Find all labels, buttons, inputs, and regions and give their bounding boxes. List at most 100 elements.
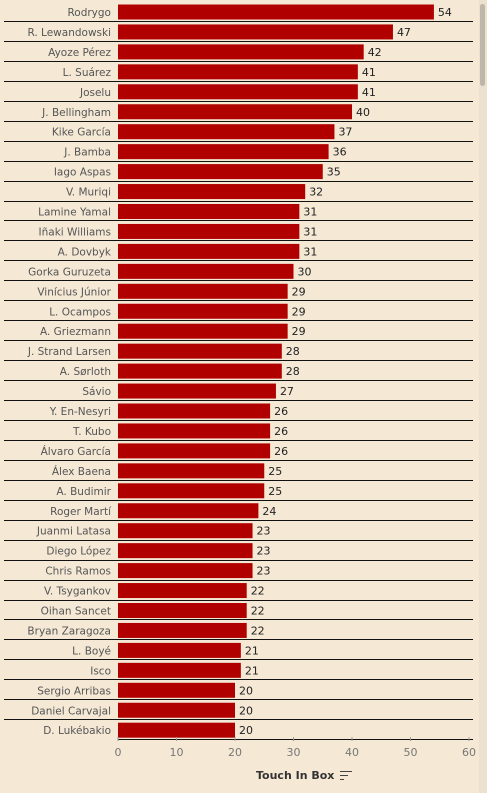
- x-tick-label: 10: [170, 746, 184, 759]
- bar: [118, 463, 265, 479]
- data-label: 47: [397, 26, 411, 39]
- data-label: 27: [280, 385, 294, 398]
- x-tick-label: 50: [404, 746, 418, 759]
- bar: [118, 24, 393, 40]
- category-label: V. Muriqi: [66, 187, 111, 199]
- data-label: 29: [292, 305, 306, 318]
- bar: [118, 303, 288, 319]
- category-label: A. Budimir: [56, 486, 111, 498]
- data-label: 22: [251, 624, 265, 637]
- bar: [118, 722, 235, 738]
- category-label: Chris Ramos: [45, 566, 111, 578]
- data-label: 21: [245, 664, 259, 677]
- data-label: 35: [327, 166, 341, 179]
- sort-descending-icon[interactable]: [340, 770, 353, 781]
- bar: [118, 44, 364, 60]
- bar: [118, 144, 329, 160]
- category-label: Daniel Carvajal: [31, 705, 111, 717]
- data-label: 23: [257, 525, 271, 538]
- data-label: 22: [251, 605, 265, 618]
- x-axis-title[interactable]: Touch In Box: [256, 769, 353, 782]
- data-label: 23: [257, 565, 271, 578]
- bar: [118, 543, 253, 559]
- bar: [118, 283, 288, 299]
- bar: [118, 443, 271, 459]
- data-label: 28: [286, 345, 300, 358]
- bar: [118, 104, 352, 120]
- data-label: 41: [362, 66, 376, 79]
- bar: [118, 4, 434, 20]
- category-label: Roger Martí: [50, 506, 112, 518]
- category-label: A. Griezmann: [40, 326, 111, 338]
- data-label: 25: [268, 465, 282, 478]
- bar: [118, 323, 288, 339]
- category-label: R. Lewandowski: [27, 27, 111, 39]
- category-label: Lamine Yamal: [38, 207, 111, 219]
- bar: [118, 423, 271, 439]
- data-label: 29: [292, 285, 306, 298]
- bar: [118, 662, 241, 678]
- category-label: Sávio: [82, 386, 111, 398]
- bar: [118, 702, 235, 718]
- category-label: Iñaki Williams: [39, 226, 111, 238]
- bar: [118, 363, 282, 379]
- data-label: 22: [251, 585, 265, 598]
- category-label: A. Dovbyk: [58, 246, 112, 258]
- category-label: L. Suárez: [63, 67, 112, 79]
- category-label: Álex Baena: [52, 465, 111, 478]
- data-label: 26: [274, 445, 288, 458]
- category-label: Isco: [90, 665, 111, 677]
- category-label: J. Bellingham: [41, 107, 111, 119]
- bar: [118, 243, 300, 259]
- x-tick-label: 30: [287, 746, 301, 759]
- bar: [118, 84, 358, 100]
- scrollbar-thumb[interactable]: [480, 4, 485, 86]
- data-label: 31: [303, 225, 317, 238]
- category-label: J. Bamba: [63, 147, 111, 159]
- x-tick-label: 60: [462, 746, 476, 759]
- bar: [118, 263, 294, 279]
- category-label: V. Tsygankov: [44, 586, 111, 598]
- category-label: L. Boyé: [72, 645, 111, 657]
- bar: [118, 523, 253, 539]
- bar: [118, 204, 300, 219]
- data-label: 26: [274, 405, 288, 418]
- category-label: Vinícius Júnior: [37, 286, 111, 298]
- scrollbar-track[interactable]: [479, 0, 487, 793]
- category-label: Kike García: [52, 127, 111, 139]
- category-label: Álvaro García: [41, 445, 111, 458]
- bar: [118, 343, 282, 359]
- category-label: Rodrygo: [67, 7, 111, 19]
- bar: [118, 383, 276, 399]
- bar: [118, 682, 235, 698]
- category-label: Juanmi Latasa: [36, 526, 111, 538]
- data-label: 26: [274, 425, 288, 438]
- category-label: Bryan Zaragoza: [27, 625, 111, 637]
- category-label: Joselu: [79, 87, 111, 99]
- bar: [118, 483, 265, 499]
- category-label: Oihan Sancet: [41, 606, 111, 618]
- category-label: L. Ocampos: [49, 306, 111, 318]
- bar: [118, 403, 271, 419]
- category-label: Y. En-Nesyri: [49, 406, 111, 418]
- bar: [118, 603, 247, 618]
- category-label: Diego López: [46, 546, 111, 558]
- category-label: Ayoze Pérez: [48, 47, 111, 59]
- data-label: 28: [286, 365, 300, 378]
- category-label: Iago Aspas: [54, 167, 111, 179]
- data-label: 37: [338, 126, 352, 139]
- data-label: 29: [292, 325, 306, 338]
- category-label: A. Sørloth: [60, 366, 111, 378]
- data-label: 20: [239, 724, 253, 737]
- bar: [118, 503, 259, 519]
- data-label: 25: [268, 485, 282, 498]
- x-tick-label: 40: [345, 746, 359, 759]
- data-label: 54: [438, 6, 452, 19]
- bar: [118, 124, 335, 140]
- category-label: T. Kubo: [72, 426, 111, 438]
- bar: [118, 583, 247, 599]
- bar: [118, 642, 241, 658]
- data-label: 20: [239, 704, 253, 717]
- x-tick-label: 20: [228, 746, 242, 759]
- data-label: 31: [303, 206, 317, 219]
